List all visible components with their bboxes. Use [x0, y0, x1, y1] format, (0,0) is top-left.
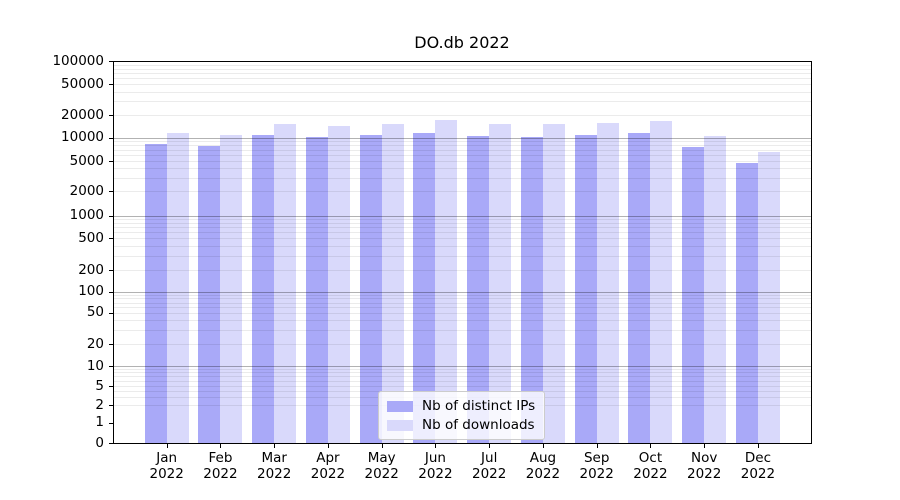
bar-downloads-feb	[220, 135, 243, 443]
legend-label-distinct-ips: Nb of distinct IPs	[422, 398, 536, 414]
y-tick-label: 10	[86, 357, 104, 374]
y-tickmark	[109, 386, 113, 387]
y-tickmark	[109, 312, 113, 314]
x-tickmark	[704, 444, 706, 448]
y-tickmark	[109, 270, 113, 271]
y-tickmark	[109, 422, 113, 424]
y-tickmark	[109, 215, 113, 217]
bar-distinct-ips-mar	[252, 135, 275, 443]
y-tick-label: 5	[95, 377, 104, 394]
x-tick-label: Mar 2022	[257, 450, 292, 482]
y-tickmark	[109, 238, 113, 239]
x-tickmark	[274, 444, 276, 448]
legend-label-downloads: Nb of downloads	[422, 417, 535, 433]
x-tickmark	[435, 444, 437, 448]
x-tick-label: Oct 2022	[633, 450, 668, 482]
bar-downloads-mar	[274, 123, 297, 443]
y-tick-label: 50000	[61, 75, 104, 92]
x-tick-label: Jan 2022	[149, 450, 184, 482]
y-tick-label: 1	[95, 414, 104, 431]
bar-distinct-ips-apr	[305, 137, 328, 443]
x-tickmark	[542, 444, 544, 448]
bar-downloads-sep	[596, 122, 619, 443]
bar-distinct-ips-aug	[520, 136, 543, 443]
y-tickmark	[109, 61, 113, 62]
bar-downloads-aug	[542, 123, 565, 443]
legend-item-distinct-ips: Nb of distinct IPs	[387, 398, 535, 414]
y-tickmark	[109, 161, 113, 162]
bar-downloads-apr	[327, 125, 350, 443]
bar-distinct-ips-feb	[198, 146, 221, 443]
y-tickmark	[109, 191, 113, 192]
x-tickmark	[381, 444, 383, 448]
legend-item-downloads: Nb of downloads	[387, 417, 535, 433]
y-tick-label: 50	[86, 304, 104, 321]
bar-distinct-ips-oct	[628, 133, 651, 443]
y-tick-label: 100	[78, 283, 104, 300]
chart-title: DO.db 2022	[414, 33, 510, 52]
bar-distinct-ips-dec	[735, 163, 758, 443]
bar-downloads-dec	[757, 151, 780, 443]
bar-downloads-jun	[435, 119, 458, 443]
bar-downloads-nov	[704, 136, 727, 443]
x-tick-label: Nov 2022	[687, 450, 722, 482]
bar-distinct-ips-jul	[467, 136, 490, 443]
x-tickmark	[220, 444, 222, 448]
x-tick-label: May 2022	[364, 450, 399, 482]
bar-distinct-ips-may	[359, 135, 382, 443]
y-tickmark	[109, 84, 113, 86]
x-tick-label: Apr 2022	[310, 450, 346, 482]
y-tick-label: 20000	[61, 106, 104, 123]
bar-downloads-jul	[489, 123, 512, 443]
x-tickmark	[596, 444, 598, 448]
y-tick-label: 5000	[69, 152, 104, 169]
x-tick-label: Jun 2022	[418, 450, 453, 482]
bar-distinct-ips-jan	[144, 143, 167, 443]
legend-swatch-downloads-icon	[387, 419, 413, 431]
y-tick-label: 2	[95, 396, 104, 413]
y-tick-label: 500	[78, 229, 104, 246]
bar-downloads-may	[381, 123, 404, 443]
y-tick-label: 200	[78, 261, 104, 278]
x-tick-label: Dec 2022	[740, 450, 776, 482]
x-tickmark	[757, 444, 759, 448]
y-tick-label: 20	[86, 335, 104, 352]
bar-distinct-ips-nov	[682, 147, 705, 443]
legend-swatch-distinct-ips-icon	[387, 400, 413, 412]
y-tickmark	[109, 137, 113, 139]
x-tick-label: Aug 2022	[525, 450, 561, 482]
bar-distinct-ips-sep	[574, 135, 597, 443]
x-tick-label: Jul 2022	[472, 450, 507, 482]
x-tickmark	[489, 444, 491, 448]
y-tick-label: 0	[95, 434, 104, 451]
x-tick-label: Feb 2022	[203, 450, 238, 482]
y-tickmark	[109, 405, 113, 406]
y-tickmark	[109, 115, 113, 116]
plot-area	[113, 61, 812, 444]
x-tickmark	[327, 444, 329, 448]
y-tick-label: 100000	[52, 52, 104, 69]
y-tick-label: 1000	[69, 207, 104, 223]
y-tickmark	[109, 366, 113, 367]
x-tick-label: Sep 2022	[579, 450, 614, 482]
x-tickmark	[650, 444, 652, 448]
bar-downloads-oct	[650, 120, 673, 443]
bar-downloads-jan	[166, 133, 189, 443]
y-tick-label: 10000	[61, 129, 104, 146]
y-tick-label: 2000	[69, 182, 104, 199]
y-tickmark	[109, 443, 113, 444]
x-tickmark	[166, 444, 168, 448]
bar-distinct-ips-jun	[413, 132, 436, 443]
y-tickmark	[109, 344, 113, 346]
y-tickmark	[109, 291, 113, 293]
legend-box: Nb of distinct IPs Nb of downloads	[378, 391, 546, 440]
